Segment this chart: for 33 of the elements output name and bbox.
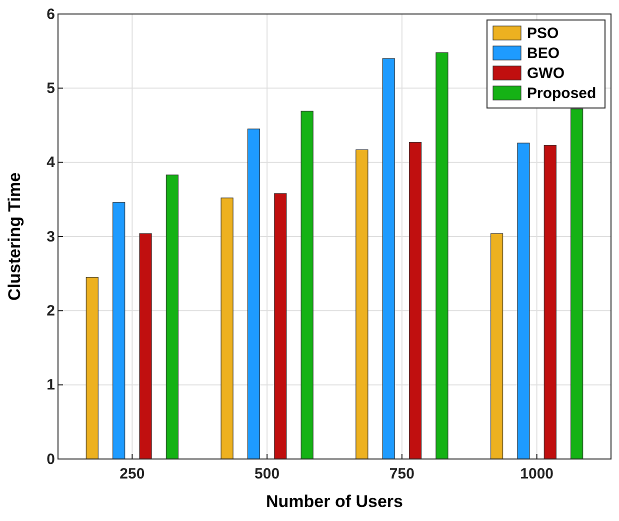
bar	[517, 142, 530, 460]
y-tick-label: 6	[46, 6, 55, 23]
y-tick-label: 1	[46, 376, 55, 394]
bar	[166, 174, 179, 460]
bar	[382, 58, 395, 460]
bar	[139, 233, 152, 460]
y-axis-title: Clustering Time	[5, 172, 24, 301]
bar	[490, 233, 504, 460]
bar	[544, 144, 556, 460]
y-tick-label: 5	[46, 80, 55, 97]
bar	[570, 108, 584, 460]
bar	[112, 202, 126, 460]
legend-label: Proposed	[527, 85, 596, 102]
bar	[220, 198, 234, 460]
x-axis-title: Number of Users	[266, 492, 403, 511]
legend-label: BEO	[527, 45, 560, 62]
bar	[356, 149, 368, 460]
bar	[274, 193, 287, 460]
x-tick-label: 250	[120, 466, 145, 482]
y-tick-label: 3	[46, 228, 55, 246]
bar	[436, 52, 448, 460]
y-tick-label: 2	[46, 302, 55, 320]
bar	[86, 276, 98, 460]
x-tick-label: 500	[254, 466, 280, 482]
bar	[408, 142, 422, 460]
y-tick-label: 0	[46, 450, 55, 468]
x-tick-label: 750	[389, 466, 414, 482]
legend-label: PSO	[527, 25, 560, 42]
bar	[247, 128, 260, 460]
bar	[300, 110, 314, 460]
y-tick-label: 4	[46, 154, 56, 172]
legend-label: GWO	[527, 65, 565, 82]
x-tick-label: 1000	[520, 466, 554, 482]
